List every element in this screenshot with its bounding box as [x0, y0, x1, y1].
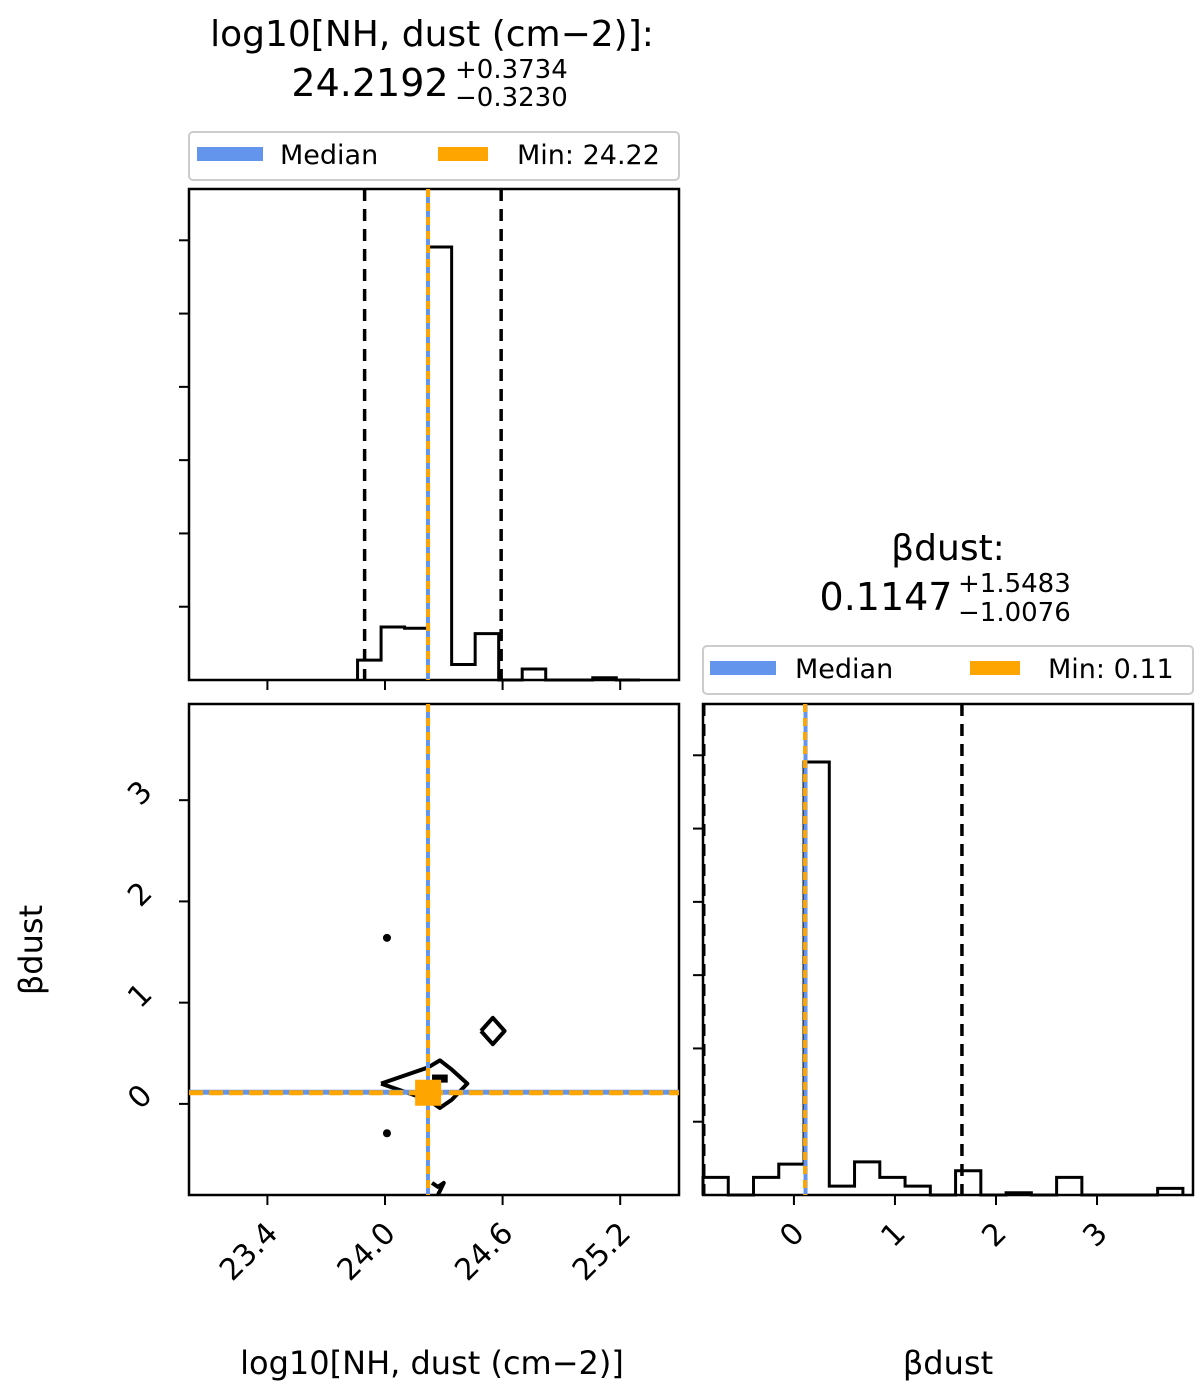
beta-x-tick-label-1: 1	[874, 1216, 912, 1254]
contour-x-tick-label-3: 25.2	[566, 1216, 638, 1288]
contour-line-1	[479, 1015, 507, 1047]
beta-x-tick-label-3: 3	[1076, 1216, 1114, 1254]
beta-title-median: 0.1147	[820, 575, 953, 619]
beta-title: βdust: 0.1147 +1.5483 −1.0076	[820, 528, 1071, 628]
contour-dot-1	[382, 1129, 391, 1138]
beta-legend-min-swatch	[970, 661, 1020, 675]
nh-title-param: log10[NH, dust (cm−2)]:	[210, 14, 654, 55]
beta-x-tick-label-2: 2	[975, 1216, 1013, 1254]
nh-title-median: 24.2192	[291, 61, 448, 105]
nh-histogram-bars	[356, 245, 640, 682]
contour-x-tick-label-0: 23.4	[213, 1216, 285, 1288]
contour-frame	[187, 702, 681, 1197]
nh-legend-min-label: Min: 24.22	[517, 140, 660, 171]
x-axis-label-beta: βdust	[903, 1344, 993, 1382]
nh-legend-median-swatch	[197, 147, 263, 161]
nh-legend-frame	[188, 131, 680, 181]
beta-title-minus: −1.0076	[958, 598, 1071, 628]
x-axis-label-nh: log10[NH, dust (cm−2)]	[240, 1344, 624, 1382]
beta-legend: Median Min: 0.11	[702, 645, 1194, 695]
nh-histogram-frame	[187, 187, 681, 682]
nh-title-plus: +0.3734	[455, 55, 568, 85]
nh-histogram-panel	[179, 187, 681, 690]
beta-legend-median-swatch	[710, 661, 776, 675]
contour-y-tick-label-2: 2	[121, 876, 159, 914]
contour-line-2	[430, 1180, 446, 1196]
beta-legend-min-label: Min: 0.11	[1048, 654, 1174, 685]
contour-x-tick-label-2: 24.6	[448, 1216, 520, 1288]
nh-legend-min-swatch	[438, 147, 488, 161]
contour-dot-0	[382, 933, 391, 942]
beta-histogram-panel: 0 1 2 3	[693, 702, 1195, 1254]
beta-legend-median-label: Median	[795, 654, 893, 685]
nh-title-minus: −0.3230	[455, 83, 568, 113]
contour-y-tick-label-3: 3	[121, 774, 159, 812]
contour-min-marker	[415, 1079, 442, 1106]
nh-legend: Median Min: 24.22	[188, 131, 680, 181]
beta-histogram-bars	[701, 760, 1185, 1197]
contour-y-tick-label-0: 0	[121, 1078, 159, 1116]
beta-histogram-frame	[701, 702, 1195, 1197]
y-axis-label-beta: βdust	[12, 905, 50, 995]
beta-title-plus: +1.5483	[958, 569, 1071, 599]
beta-legend-frame	[702, 645, 1194, 695]
beta-x-tick-label-0: 0	[773, 1216, 811, 1254]
contour-y-tick-label-1: 1	[121, 977, 159, 1015]
contour-x-tick-label-1: 24.0	[331, 1216, 403, 1288]
beta-title-param: βdust:	[891, 528, 1005, 569]
nh-title: log10[NH, dust (cm−2)]: 24.2192 +0.3734 …	[210, 14, 654, 113]
nh-legend-median-label: Median	[280, 140, 378, 171]
contour-panel: 23.4 24.0 24.6 25.2 0 1 2 3	[121, 702, 681, 1288]
